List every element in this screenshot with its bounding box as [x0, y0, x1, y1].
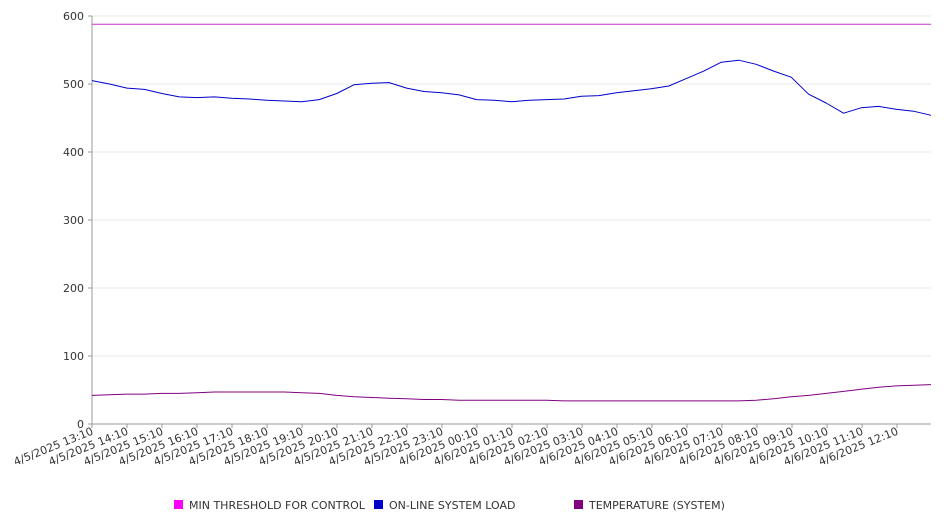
y-tick-labels: 0 100 200 300 400 500 600 — [63, 10, 84, 431]
legend-label: ON-LINE SYSTEM LOAD — [389, 499, 515, 512]
y-tick-label: 500 — [63, 78, 84, 91]
y-tick-label: 300 — [63, 214, 84, 227]
legend-swatch — [174, 500, 183, 509]
legend-item-1: ON-LINE SYSTEM LOAD — [374, 499, 515, 512]
legend-label: TEMPERATURE (SYSTEM) — [588, 499, 725, 512]
y-tick-label: 600 — [63, 10, 84, 23]
legend-label: MIN THRESHOLD FOR CONTROL — [189, 499, 366, 512]
legend-item-2: TEMPERATURE (SYSTEM) — [574, 499, 725, 512]
y-tick-label: 400 — [63, 146, 84, 159]
series-lines — [91, 23, 932, 402]
legend-item-0: MIN THRESHOLD FOR CONTROL — [174, 499, 366, 512]
series-line-1 — [91, 59, 932, 116]
legend-swatch — [574, 500, 583, 509]
y-tick-label: 200 — [63, 282, 84, 295]
legend-swatch — [374, 500, 383, 509]
series-line-2 — [91, 384, 932, 402]
y-tick-label: 100 — [63, 350, 84, 363]
legend: MIN THRESHOLD FOR CONTROL ON-LINE SYSTEM … — [174, 499, 725, 512]
y-tick-label: 0 — [77, 418, 84, 431]
gridlines — [92, 15, 931, 357]
x-tick-labels: 4/5/2025 13:104/5/2025 14:104/5/2025 15:… — [12, 425, 900, 469]
axes — [88, 15, 931, 428]
